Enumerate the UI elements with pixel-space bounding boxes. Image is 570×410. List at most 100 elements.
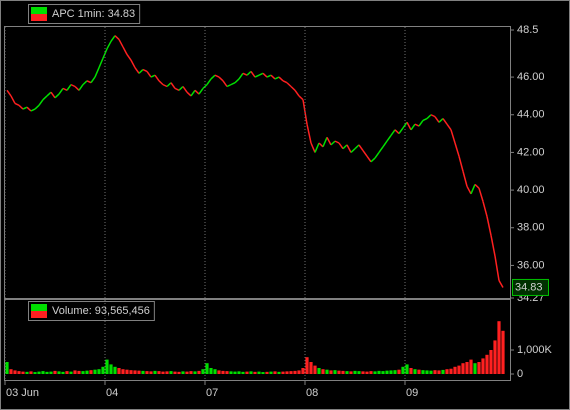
volume-bar	[453, 366, 457, 374]
volume-bar	[133, 370, 137, 374]
volume-bar	[193, 371, 197, 374]
volume-bar	[381, 371, 385, 374]
price-segment	[478, 187, 484, 202]
price-segment	[230, 82, 236, 86]
volume-bar	[169, 371, 173, 374]
volume-bar	[285, 371, 289, 374]
volume-bar	[461, 363, 465, 374]
volume-bar	[201, 369, 205, 374]
price-segment	[26, 106, 32, 112]
price-segment	[102, 48, 108, 59]
volume-bar	[137, 370, 141, 374]
volume-bar	[421, 370, 425, 374]
volume-bar	[477, 362, 481, 374]
last-price-label: 34.83	[515, 281, 543, 293]
volume-bar	[97, 369, 101, 374]
volume-bar	[441, 369, 445, 374]
price-segment	[190, 89, 196, 97]
volume-bar	[321, 369, 325, 374]
volume-bar	[221, 370, 225, 374]
price-segment	[366, 155, 372, 163]
price-segment	[10, 95, 16, 104]
price-segment	[322, 137, 328, 148]
y-tick-label: 48.5	[517, 24, 538, 36]
price-segment	[434, 116, 440, 123]
price-segment	[206, 78, 212, 86]
price-segment	[86, 80, 92, 84]
y-tick-label: 42.00	[517, 146, 545, 158]
price-segment	[78, 84, 84, 91]
price-segment	[350, 148, 356, 153]
price-segment	[430, 114, 436, 118]
volume-bar	[241, 371, 245, 374]
price-segment	[34, 104, 40, 110]
price-segment	[218, 76, 224, 82]
price-segment	[50, 91, 56, 99]
volume-bar	[129, 370, 133, 374]
volume-bar	[325, 369, 329, 374]
volume-bar	[153, 370, 157, 374]
volume-bar	[329, 370, 333, 374]
price-segment	[270, 74, 276, 80]
last-price-box	[512, 278, 549, 296]
price-segment	[330, 140, 336, 146]
volume-bar	[353, 370, 357, 374]
volume-bar	[257, 371, 261, 374]
volume-bar	[205, 363, 209, 374]
price-segment	[414, 123, 420, 127]
price-segment	[106, 40, 112, 50]
price-segment	[454, 142, 460, 157]
price-segment	[74, 85, 80, 91]
volume-bar	[449, 368, 453, 374]
price-segment	[334, 140, 340, 144]
price-segment	[250, 71, 256, 78]
volume-bar	[13, 370, 17, 374]
volume-bar	[437, 370, 441, 374]
volume-bar	[141, 370, 145, 374]
price-segment	[378, 146, 384, 153]
y-tick-label: 38.00	[517, 222, 545, 234]
price-segment	[318, 142, 324, 148]
volume-bar	[93, 369, 97, 374]
volume-bar	[365, 371, 369, 374]
volume-bar	[197, 370, 201, 374]
price-segment	[166, 82, 172, 88]
legend-label: APC 1min: 34.83	[52, 8, 135, 20]
volume-bar	[301, 368, 305, 374]
legend-swatch-up	[31, 7, 47, 14]
y-tick-label: 46.00	[517, 71, 545, 83]
price-segment	[214, 74, 220, 78]
price-segment	[446, 123, 452, 131]
volume-bar	[281, 371, 285, 374]
price-segment	[386, 135, 392, 142]
volume-bar	[89, 370, 93, 374]
price-segment	[94, 67, 100, 78]
price-segment	[114, 35, 120, 40]
volume-bar	[233, 371, 237, 374]
price-segment	[134, 67, 140, 74]
volume-bar	[69, 371, 73, 374]
price-segment	[126, 54, 132, 61]
price-segment	[466, 185, 472, 195]
price-segment	[262, 72, 268, 78]
price-segment	[22, 106, 28, 110]
volume-bar	[49, 371, 53, 374]
volume-bar	[101, 366, 105, 374]
price-segment	[42, 95, 48, 101]
volume-bar	[117, 368, 121, 374]
volume-bar	[81, 371, 85, 374]
price-segment	[278, 76, 284, 82]
volume-bar	[177, 371, 181, 374]
price-segment	[358, 144, 364, 151]
volume-bar	[145, 371, 149, 374]
price-segment	[238, 72, 244, 80]
price-segment	[66, 84, 72, 91]
price-segment	[298, 95, 304, 101]
price-segment	[194, 89, 200, 95]
volume-bar	[149, 371, 153, 374]
price-segment	[390, 129, 396, 136]
legend-label: Volume: 93,565,456	[52, 305, 150, 317]
legend-swatch-down	[31, 311, 47, 318]
volume-bar	[189, 371, 193, 374]
volume-bar	[77, 370, 81, 374]
